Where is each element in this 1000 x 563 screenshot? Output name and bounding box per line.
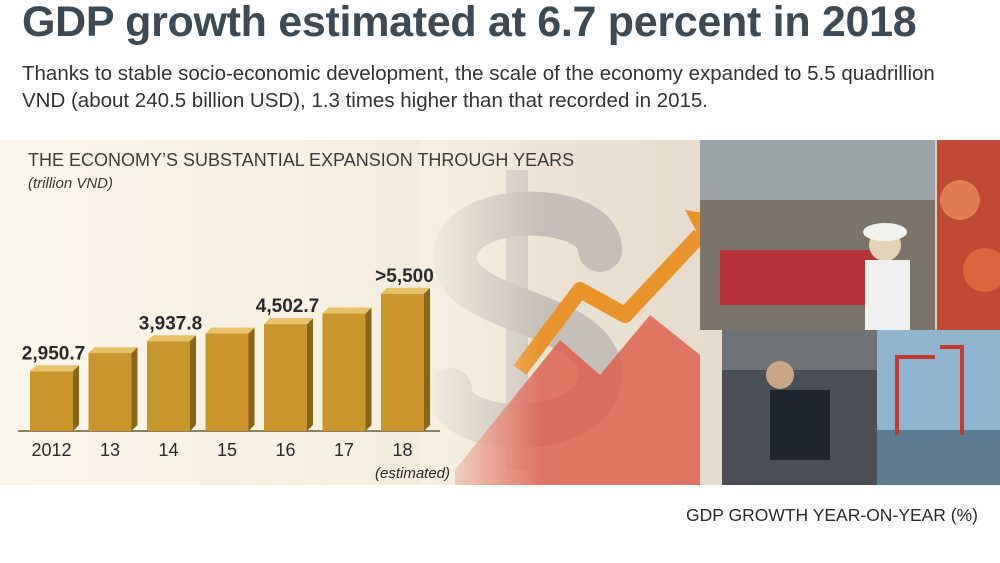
bar-top bbox=[322, 307, 372, 314]
bar-2012 bbox=[30, 365, 79, 431]
bar-side bbox=[424, 287, 430, 431]
data-label: 2,950.7 bbox=[22, 343, 85, 364]
bar-face bbox=[322, 313, 366, 431]
tick-label: 2012 bbox=[31, 440, 71, 460]
chart-unit: (trillion VND) bbox=[28, 175, 114, 192]
bar-side bbox=[307, 318, 313, 431]
worker-photo bbox=[722, 330, 877, 485]
page-title: GDP growth estimated at 6.7 percent in 2… bbox=[22, 0, 917, 46]
data-label: >5,500 bbox=[375, 266, 434, 287]
tick-label: 17 bbox=[334, 440, 354, 460]
gdp-growth-title: GDP GROWTH YEAR-ON-YEAR (%) bbox=[685, 505, 978, 525]
bar-side bbox=[131, 347, 138, 431]
shipyard-photo bbox=[877, 330, 1000, 485]
background-collage bbox=[420, 140, 1000, 485]
bar-side bbox=[365, 307, 372, 431]
page-subtitle: Thanks to stable socio-economic developm… bbox=[22, 62, 935, 112]
estimated-note: (estimated) bbox=[375, 465, 450, 482]
data-label: 4,502.7 bbox=[256, 296, 319, 317]
tick-label: 13 bbox=[100, 440, 120, 460]
bar-face bbox=[264, 324, 307, 431]
bar-13 bbox=[88, 347, 138, 431]
bar-face bbox=[381, 293, 424, 431]
bar-side bbox=[248, 327, 255, 431]
chart-title: THE ECONOMY’S SUBSTANTIAL EXPANSION THRO… bbox=[28, 150, 575, 170]
bar-face bbox=[205, 333, 249, 431]
seafood-photo bbox=[937, 140, 1000, 330]
tick-label: 14 bbox=[158, 440, 178, 460]
bar-face bbox=[30, 371, 73, 431]
bar-face bbox=[88, 353, 132, 431]
bar-top bbox=[147, 335, 196, 342]
data-label: 3,937.8 bbox=[139, 313, 202, 334]
tick-label: 15 bbox=[217, 440, 237, 460]
factory-photo bbox=[700, 140, 935, 330]
bar-top bbox=[30, 365, 79, 372]
bar-side bbox=[73, 365, 79, 431]
bar-top bbox=[205, 327, 255, 334]
infographic-band bbox=[0, 140, 1000, 485]
bar-top bbox=[88, 347, 138, 354]
bar-14 bbox=[147, 335, 196, 431]
bar-17 bbox=[322, 307, 372, 431]
bar-side bbox=[190, 335, 196, 431]
tick-label: 18 bbox=[392, 440, 412, 460]
bar-face bbox=[147, 341, 190, 431]
bar-top bbox=[264, 318, 313, 325]
bar-18 bbox=[381, 287, 430, 431]
tick-label: 16 bbox=[275, 440, 295, 460]
bar-top bbox=[381, 287, 430, 294]
bar-16 bbox=[264, 318, 313, 431]
bar-chart: 2,950.7 2012 13 3,937.8 14 15 4,502.7 16 17 >5,50… bbox=[18, 266, 450, 482]
bar-15 bbox=[205, 327, 255, 431]
